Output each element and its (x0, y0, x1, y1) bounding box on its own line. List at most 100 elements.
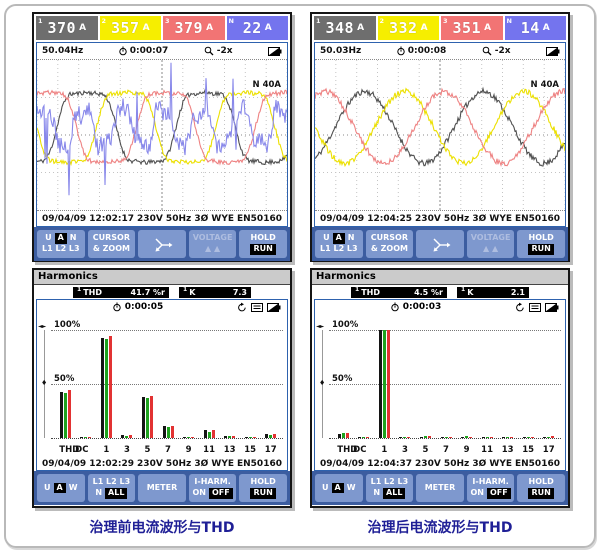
softkey-token: U (45, 233, 52, 243)
phasor-arrows-icon (155, 238, 173, 252)
grid-line (51, 384, 283, 385)
softkey-hold-run[interactable]: HOLD RUN (239, 474, 287, 502)
softkey-token-active: OFF (208, 488, 233, 499)
x-tick-label: 1 (103, 445, 110, 455)
softkey-token-active: A (54, 233, 67, 244)
phase-label: N (506, 17, 512, 25)
phase-label: 1 (316, 17, 321, 25)
softkey-cursor-zoom[interactable]: CURSOR & ZOOM (87, 230, 136, 258)
harmonic-bar-L3-9 (469, 436, 473, 438)
softkey-token: VOLTAGE (470, 233, 511, 243)
softkey-hold-run[interactable]: HOLD RUN (517, 230, 565, 258)
softkey-phasor[interactable] (138, 230, 186, 258)
softkey-token: METER (146, 482, 178, 492)
softkey-token-active: ALL (105, 488, 128, 499)
softkey-voltage[interactable]: VOLTAGE ▲ ▲ (466, 230, 515, 258)
softkey-phasor[interactable] (416, 230, 464, 258)
scope-panel-before: 1 370 A 2 357 A 3 379 A N 22 A 50.04Hz 0… (32, 12, 292, 262)
softkey-token: I-HARM. (194, 477, 231, 487)
x-tick-label: THD (337, 445, 358, 455)
line-config: 230V 50Hz 3Ø WYE (137, 458, 234, 469)
softkey-token-active: RUN (528, 488, 554, 499)
scope-statusline: 09/04/09 12:04:25 230V 50Hz 3Ø WYE EN501… (315, 211, 565, 226)
scope-screen: 50.03Hz 0:00:08 -2x N 40A 09/04/09 12:04… (314, 42, 566, 227)
softkey-token: W (346, 482, 356, 492)
harmonics-statusline: 09/04/09 12:02:29 230V 50Hz 3Ø WYE EN501… (37, 457, 287, 470)
softkey-iharm[interactable]: I-HARM. ON OFF (466, 474, 515, 502)
softkey-token: L1 L2 L3 (320, 244, 358, 253)
waveform-display-after: N 40A (315, 59, 565, 211)
harmonic-bar-L1-7 (440, 436, 444, 438)
waveform-plot (37, 60, 287, 210)
harmonic-bar-L3-15 (530, 436, 534, 438)
timer-readout: 0:00:08 (407, 46, 447, 56)
refresh-icon (238, 302, 246, 312)
chart-cursor[interactable] (322, 330, 323, 438)
timer-readout: 0:00:05 (124, 302, 164, 312)
harmonic-bar-L2-3 (403, 436, 407, 438)
harmonic-bar-L3-9 (191, 436, 195, 438)
harmonic-bar-L3-17 (551, 435, 555, 438)
softkey-hold-run[interactable]: HOLD RUN (239, 230, 287, 258)
waveform-trace-N (37, 62, 287, 196)
refresh-icon (516, 302, 524, 312)
reading-value: 379 (174, 19, 204, 37)
reading-value: 357 (110, 19, 140, 37)
harmonic-bar-L1-17 (543, 436, 547, 438)
page-frame (4, 4, 596, 548)
reading-neutral: N 14 A (504, 16, 566, 40)
harmonic-bar-L1-3 (399, 436, 403, 438)
phase-label: 3 (443, 17, 448, 25)
x-tick-label: 5 (144, 445, 151, 455)
reading-value: 22 (242, 19, 262, 37)
waveform-trace-L3 (37, 89, 287, 166)
harmonic-bar-L3-7 (448, 436, 452, 438)
softkey-token: VOLTAGE (192, 233, 233, 243)
reading-unit: A (542, 23, 550, 33)
neutral-scale-label: N 40A (252, 80, 281, 90)
channel-label: 1 (183, 285, 188, 293)
harmonic-bar-L2-9 (187, 436, 191, 438)
softkey-voltage[interactable]: VOLTAGE ▲ ▲ (188, 230, 237, 258)
harmonic-bar-L1-3 (121, 434, 125, 438)
thd-box: 1 THD 41.7 %r (73, 286, 169, 298)
softkey-cursor-zoom[interactable]: CURSOR & ZOOM (365, 230, 414, 258)
harmonic-bar-L2-DC (362, 436, 366, 438)
scope-subheader: 50.04Hz 0:00:07 -2x (37, 43, 287, 59)
waveform-trace-L1 (315, 86, 565, 167)
softkey-phases[interactable]: L1 L2 L3 N ALL (87, 474, 136, 502)
thd-label: THD (361, 287, 380, 297)
magnifier-icon (204, 46, 214, 56)
caption-after: 治理后电流波形与THD (367, 520, 513, 536)
harmonic-bar-L1-5 (419, 436, 423, 438)
waveform-trace-L2 (315, 87, 565, 168)
battery-icon (545, 302, 559, 312)
x-tick-label: 9 (185, 445, 192, 455)
x-tick-label: 17 (264, 445, 277, 455)
harmonic-bar-L1-7 (162, 426, 166, 438)
reading-l1: 1 348 A (314, 16, 376, 40)
k-factor-box: 1 K 7.3 (179, 285, 251, 298)
x-axis-line (329, 438, 561, 439)
neutral-scale-label: N 40A (530, 80, 559, 90)
softkey-token-active: RUN (528, 244, 554, 255)
line-config: 230V 50Hz 3Ø WYE (415, 213, 512, 224)
softkey-token-active: ALL (383, 488, 406, 499)
chart-cursor[interactable] (44, 330, 45, 438)
softkey-token: N (95, 488, 103, 497)
softkey-token: L1 L2 L3 (92, 477, 131, 487)
harmonic-bar-L2-5 (423, 435, 427, 438)
x-tick-label: 1 (381, 445, 388, 455)
harmonic-bar-L3-5 (427, 435, 431, 438)
softkey-iharm[interactable]: I-HARM. ON OFF (188, 474, 237, 502)
y-tick-label: 100% (331, 320, 360, 330)
softkey-phases[interactable]: L1 L2 L3 N ALL (365, 474, 414, 502)
softkey-meter[interactable]: METER (138, 474, 186, 502)
softkey-hold-run[interactable]: HOLD RUN (517, 474, 565, 502)
softkey-token: N (373, 488, 381, 497)
softkey-meter[interactable]: METER (416, 474, 464, 502)
